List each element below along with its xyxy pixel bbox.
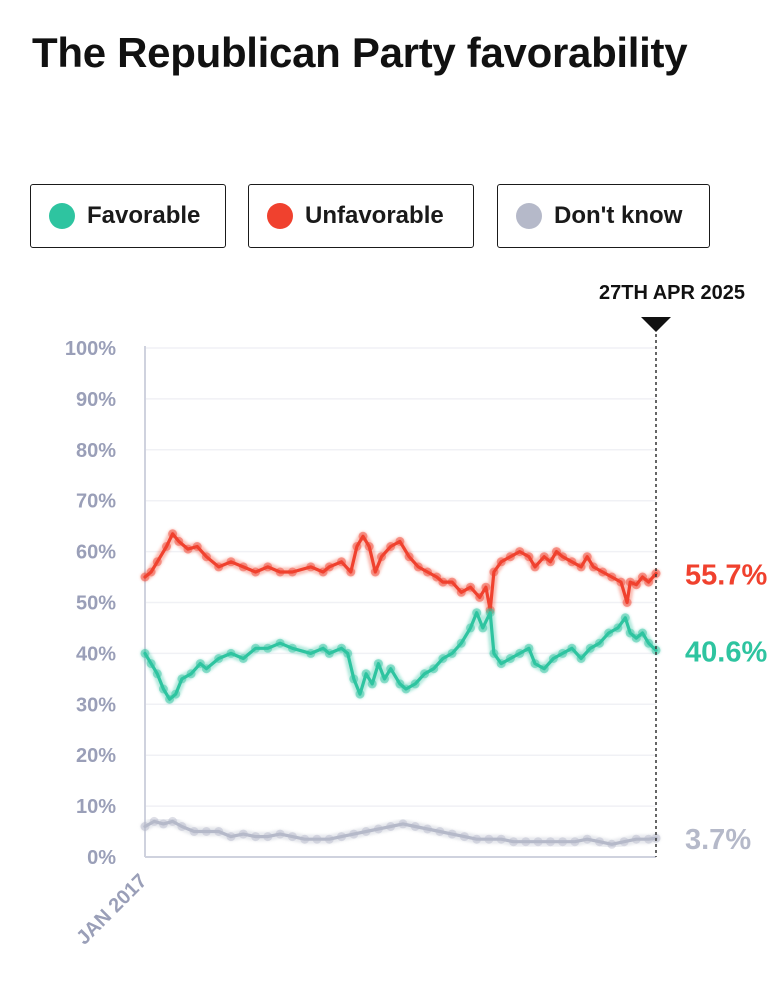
y-tick-label: 40%	[76, 643, 116, 665]
series-line-unfavorable	[143, 532, 658, 612]
legend-label-favorable: Favorable	[87, 202, 201, 229]
end-label-don-t-know: 3.7%	[685, 824, 751, 856]
y-tick-label: 10%	[76, 796, 116, 818]
favorable-dot-icon	[49, 203, 75, 229]
x-tick-label: JAN 2017	[72, 870, 151, 949]
y-tick-label: 0%	[87, 847, 116, 869]
current-date-marker-icon[interactable]	[641, 317, 671, 332]
grid-lines	[145, 347, 656, 807]
legend-label-unfavorable: Unfavorable	[305, 202, 444, 229]
chart-title: The Republican Party favorability	[32, 29, 688, 76]
end-labels: 55.7% 40.6% 3.7%	[685, 559, 767, 856]
end-label-unfavorable: 55.7%	[685, 559, 767, 591]
y-tick-label: 30%	[76, 694, 116, 716]
y-tick-label: 80%	[76, 440, 116, 462]
y-tick-label: 90%	[76, 389, 116, 411]
legend-label-dont-know: Don't know	[554, 202, 683, 229]
unfavorable-dot-icon	[267, 203, 293, 229]
series-line-favorable	[143, 611, 658, 701]
legend-item-unfavorable[interactable]: Unfavorable	[248, 184, 474, 248]
legend-item-favorable[interactable]: Favorable	[30, 184, 226, 248]
y-tick-label: 60%	[76, 542, 116, 564]
y-axis-ticks: 0% 10% 20% 30% 40% 50% 60% 70% 80% 90% 100%	[65, 338, 116, 869]
line-chart: 0% 10% 20% 30% 40% 50% 60% 70% 80% 90% 100% 27TH A…	[65, 282, 768, 949]
dont-know-dot-icon	[516, 203, 542, 229]
series-group	[140, 529, 661, 849]
legend-item-dont-know[interactable]: Don't know	[497, 184, 710, 248]
current-date-label: 27TH APR 2025	[599, 282, 745, 304]
series-favorable	[140, 608, 661, 704]
y-tick-label: 100%	[65, 338, 116, 360]
y-tick-label: 70%	[76, 491, 116, 513]
y-tick-label: 50%	[76, 593, 116, 615]
series-unfavorable	[140, 529, 661, 615]
end-label-favorable: 40.6%	[685, 636, 767, 668]
series-line-don-t-know	[143, 819, 658, 846]
y-tick-label: 20%	[76, 745, 116, 767]
series-don-t-know	[140, 816, 661, 849]
